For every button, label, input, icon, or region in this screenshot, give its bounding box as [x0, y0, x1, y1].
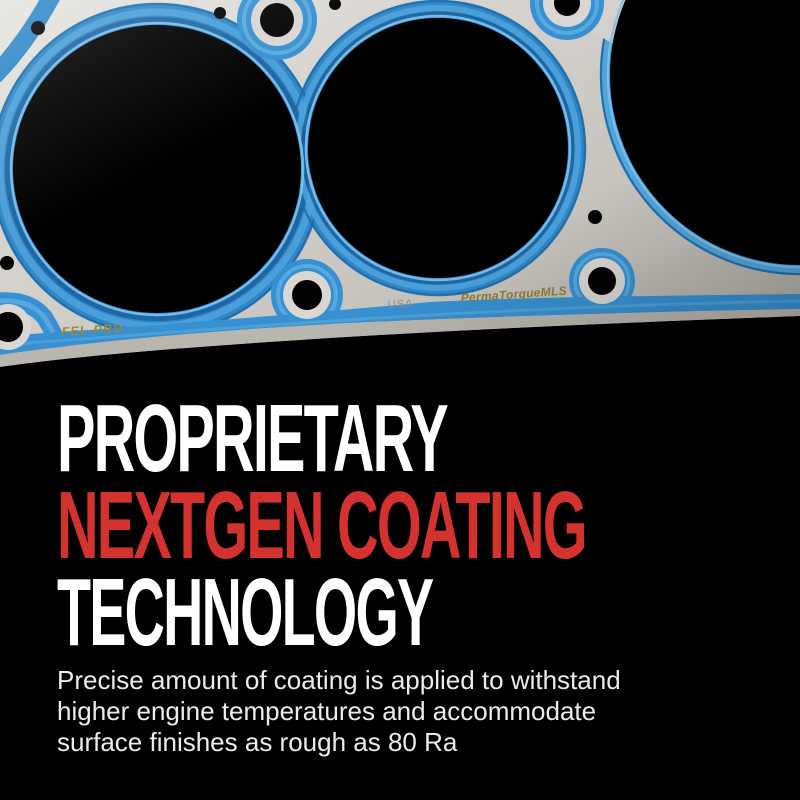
brand-text-felpro: FEL-PRO [61, 321, 124, 339]
body-copy-line-1: Precise amount of coating is applied to … [57, 665, 621, 695]
origin-text-usa: USA [388, 298, 414, 311]
head-gasket-photo: FEL-PRO USA PermaTorqueMLS [0, 0, 800, 367]
body-copy-line-3: surface finishes as rough as 80 Ra [57, 727, 458, 757]
headline-line-1: PROPRIETARY [57, 385, 449, 492]
body-copy-line-2: higher engine temperatures and accommoda… [57, 696, 597, 726]
gasket-body: FEL-PRO USA PermaTorqueMLS [0, 0, 800, 367]
headline-line-2: NEXTGEN COATING [57, 472, 588, 579]
head-gasket-image: FEL-PRO USA PermaTorqueMLS [0, 0, 800, 367]
headline-block: PROPRIETARY NEXTGEN COATING TECHNOLOGY [57, 385, 800, 666]
lighting-overlay [0, 0, 800, 367]
headline-line-3: TECHNOLOGY [57, 559, 434, 666]
body-copy-block: Precise amount of coating is applied to … [57, 665, 621, 758]
